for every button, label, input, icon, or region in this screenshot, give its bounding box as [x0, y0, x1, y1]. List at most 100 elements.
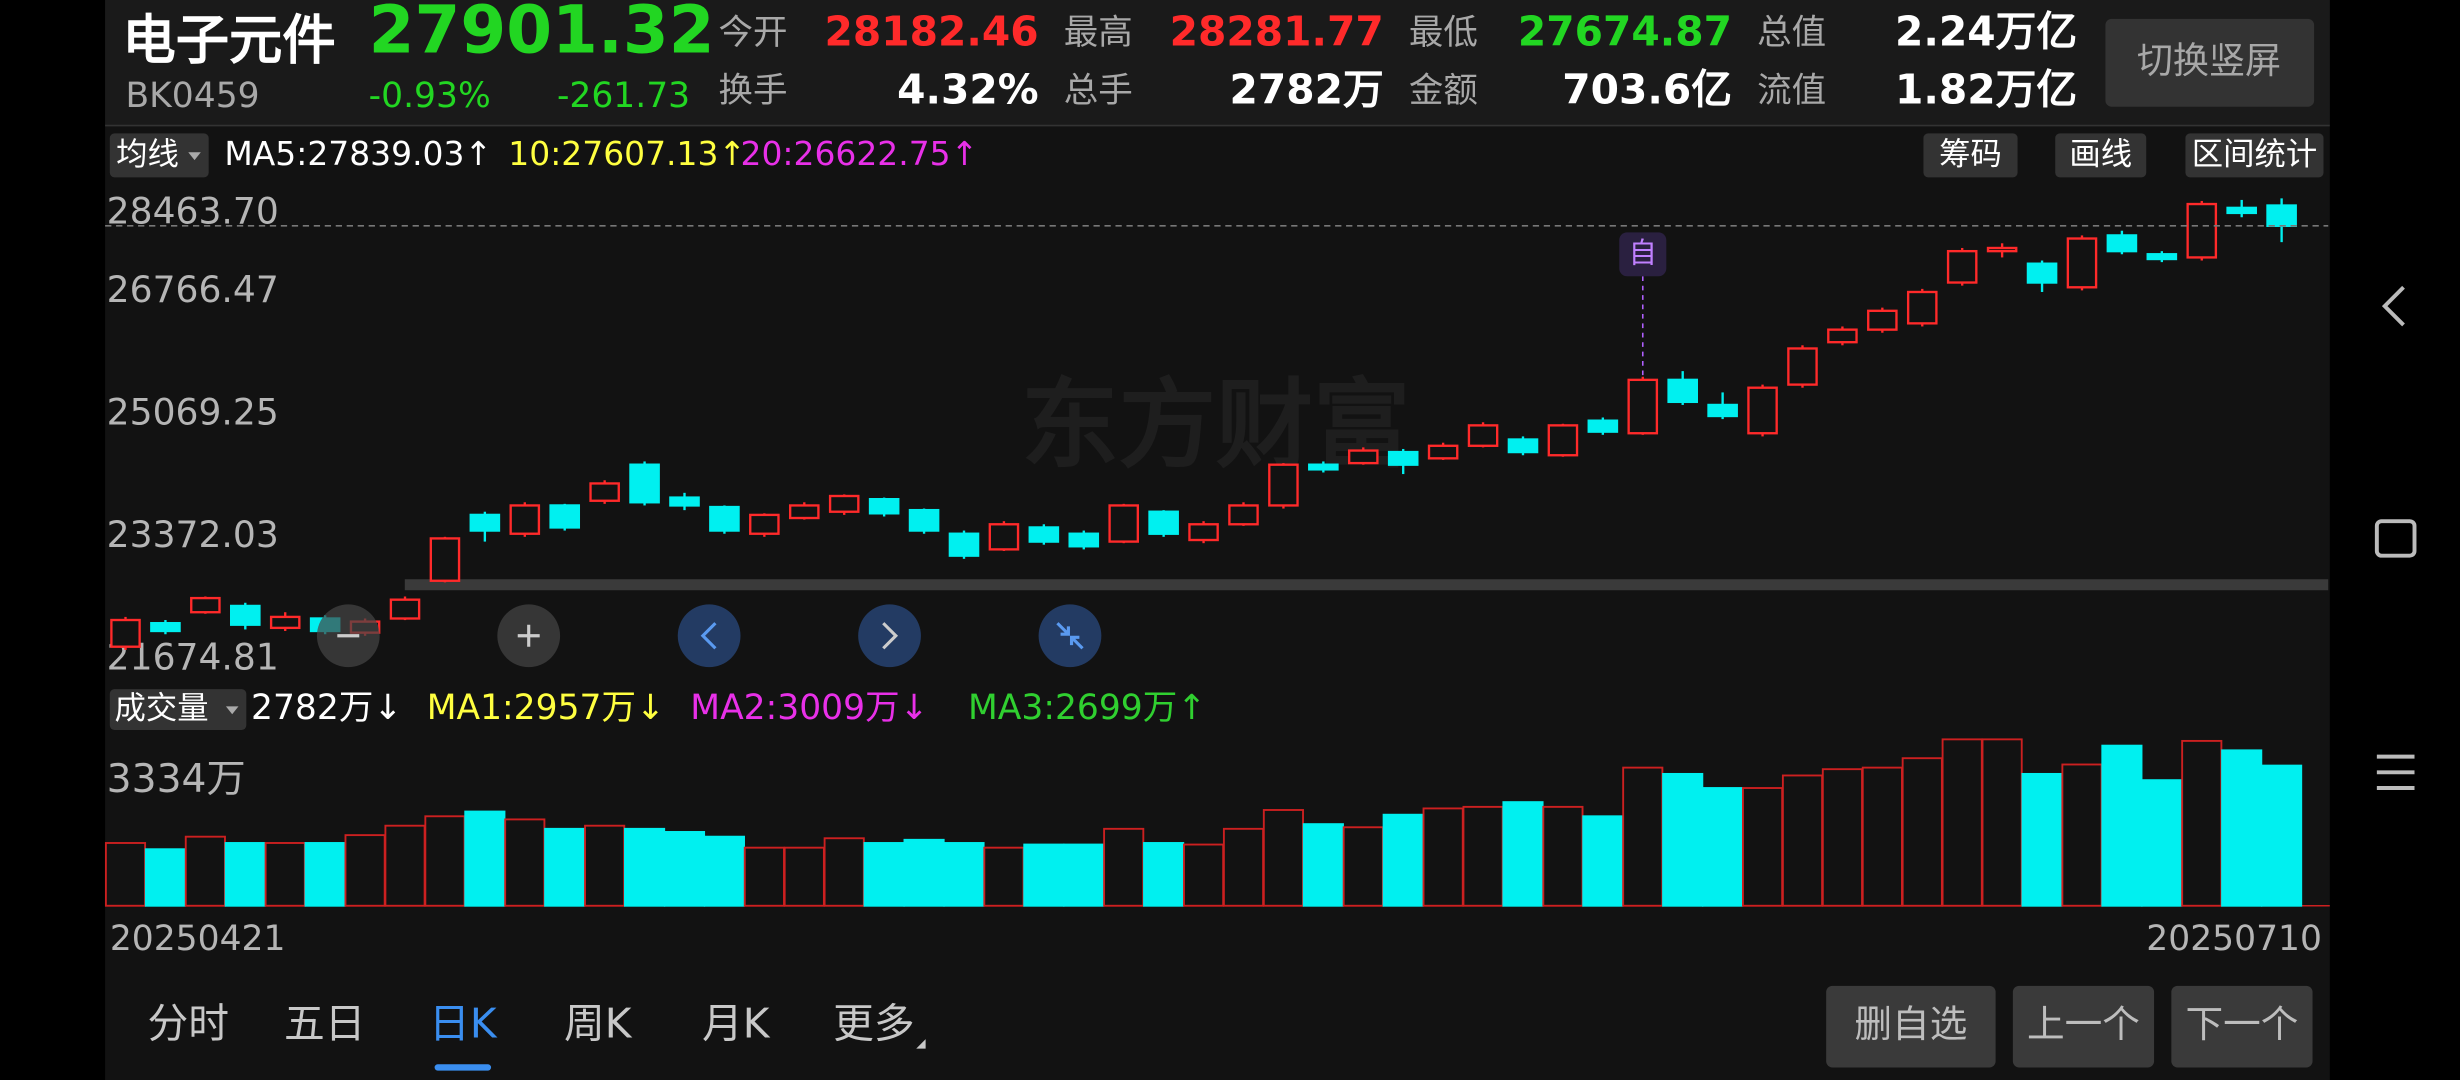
candle-body [1148, 510, 1179, 535]
volume-bar [2021, 772, 2063, 907]
stat-label: 金额 [1409, 71, 1478, 111]
candle-body [469, 513, 501, 532]
volume-bar [1302, 823, 1344, 907]
candle-body [828, 494, 860, 513]
action-button[interactable] [1826, 985, 1996, 1068]
y-tick-label: 3334万 [107, 757, 246, 802]
volume-bar [1063, 843, 1105, 907]
tab[interactable]: 更多 [833, 1000, 915, 1048]
action-button[interactable] [2171, 985, 2313, 1068]
annotation[interactable]: 自 [1629, 236, 1657, 269]
tool-button[interactable] [1923, 133, 2018, 178]
volume-bar [504, 818, 546, 907]
tool-button[interactable] [2055, 133, 2147, 178]
candle-body [2226, 206, 2257, 215]
candle-body [589, 482, 620, 502]
tab[interactable]: 日K [429, 1000, 498, 1048]
candle-body [2066, 237, 2098, 289]
home-icon[interactable] [2374, 519, 2417, 558]
nav-button[interactable] [858, 604, 921, 668]
candle-body [2266, 204, 2297, 227]
action-button-label[interactable]: 上一个 [2027, 1002, 2140, 1046]
candle-body [988, 523, 1020, 551]
ma-selector-label[interactable]: 均线 [116, 136, 179, 172]
candle-body [1547, 424, 1579, 457]
candle-body [1308, 463, 1339, 471]
candle-body [110, 618, 141, 648]
tool-button-label[interactable]: 画线 [2069, 136, 2132, 172]
tab[interactable]: 五日 [284, 1000, 366, 1048]
back-icon[interactable] [2381, 285, 2405, 327]
change: -261.73 [557, 76, 690, 116]
volume-bar [943, 842, 985, 907]
watermark: 东方财富 [1021, 369, 1410, 482]
candle-body [1228, 504, 1259, 526]
volume-bar [584, 824, 626, 907]
candle-body [1827, 328, 1858, 344]
volume-bar [2141, 779, 2183, 907]
volume-bar [1342, 826, 1384, 907]
tool-button[interactable] [2185, 133, 2324, 178]
menu-icon[interactable] [2376, 754, 2415, 790]
candle-body [1188, 523, 1219, 542]
stat-label: 流值 [1757, 71, 1826, 111]
tool-button-label[interactable]: 区间统计 [2192, 136, 2317, 172]
candle-body [908, 508, 940, 532]
stat-value: 27674.87 [1518, 8, 1732, 56]
candle-body [429, 537, 461, 582]
stat-label: 今开 [719, 13, 788, 53]
candle-body [1946, 249, 1978, 284]
shrink-icon[interactable] [1056, 622, 1084, 650]
candle-body [1986, 246, 2018, 253]
volume-bar [1702, 787, 1744, 907]
action-button-label[interactable]: 删自选 [1854, 1002, 1967, 1046]
scrollbar[interactable] [404, 579, 2329, 591]
candle-body [1028, 526, 1060, 543]
action-button-label[interactable]: 下一个 [2185, 1002, 2298, 1046]
stat-value: 2782万 [1229, 66, 1383, 114]
volume-bar [1143, 842, 1185, 907]
candle-body [190, 596, 221, 614]
nav-button[interactable] [677, 604, 741, 668]
left-icon[interactable] [700, 622, 717, 650]
volume-selector-label[interactable]: 成交量 [115, 691, 209, 727]
vol-ma3: MA3:2699万↑ [968, 688, 1206, 728]
volume-bar [1262, 809, 1304, 907]
switch-button[interactable] [2105, 18, 2315, 107]
volume-bar [1422, 807, 1464, 907]
volume-bar [983, 846, 1025, 907]
vol-ma1: MA1:2957万↓ [427, 688, 665, 728]
annotation-box[interactable] [1619, 232, 1667, 277]
switch-label[interactable]: 切换竖屏 [2137, 40, 2281, 82]
candle-body [1387, 450, 1419, 466]
tab[interactable]: 分时 [147, 1000, 229, 1048]
y-tick-label: 25069.25 [107, 391, 279, 433]
volume-bar [703, 835, 745, 907]
stat-label: 总手 [1064, 71, 1133, 111]
x-tick-label: 20250710 [2146, 919, 2322, 959]
volume-bar [823, 837, 865, 907]
stat-label: 换手 [719, 71, 788, 111]
nav-button[interactable] [1038, 604, 1102, 668]
volume-bar [1103, 827, 1145, 907]
candle-body [749, 513, 780, 535]
tab[interactable]: 周K [564, 1000, 633, 1048]
ma10: 10:27607.13↑ [508, 134, 746, 173]
ma-selector[interactable] [109, 133, 209, 178]
volume-bar [264, 842, 306, 907]
volume-bar [1382, 813, 1424, 907]
tool-button-label[interactable]: 筹码 [1939, 136, 2002, 172]
action-button[interactable] [2012, 985, 2155, 1068]
volume-selector[interactable] [109, 689, 247, 730]
stat-value: 2.24万亿 [1895, 8, 2077, 56]
candle-body [788, 504, 820, 520]
tab[interactable]: 月K [702, 1000, 771, 1048]
right-icon[interactable] [882, 622, 899, 650]
volume-bar [2181, 739, 2223, 907]
zoom-in-icon[interactable] [517, 624, 540, 647]
candle-body [1787, 347, 1818, 386]
y-tick-label: 26766.47 [107, 269, 279, 311]
volume-bar [1941, 738, 1983, 907]
dropdown-icon [225, 706, 239, 715]
